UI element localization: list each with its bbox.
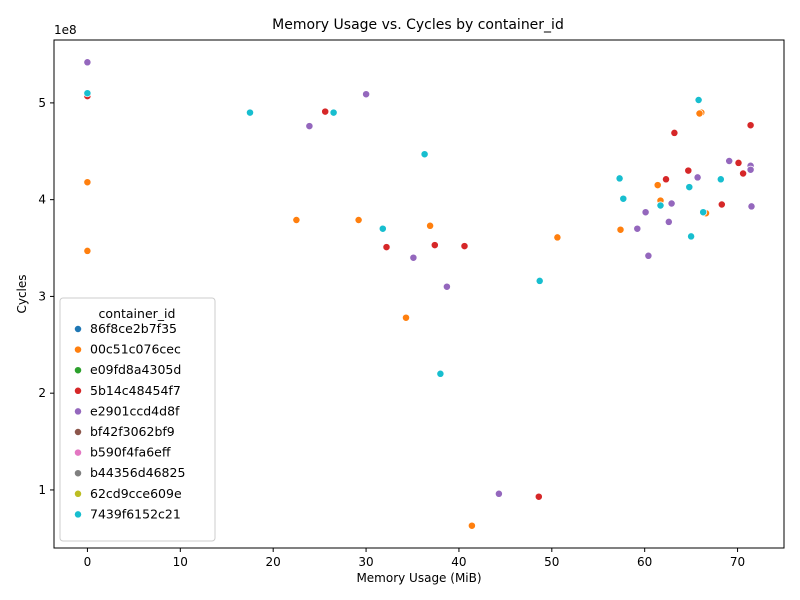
data-point-e2901ccd4d8f-14 xyxy=(746,165,755,174)
data-point-7439f6152c21-10 xyxy=(685,183,694,192)
legend-marker-bf42f3062bf9 xyxy=(74,428,82,436)
data-point-7439f6152c21-2 xyxy=(329,108,338,117)
data-point-00c51c076cec-1 xyxy=(83,246,92,255)
data-point-00c51c076cec-12 xyxy=(695,109,704,118)
data-point-5b14c48454f7-6 xyxy=(662,175,670,184)
legend-items: 86f8ce2b7f35 00c51c076cec e09fd8a4305d 5b14… xyxy=(74,321,185,521)
data-point-e2901ccd4d8f-9 xyxy=(664,217,673,226)
legend-label-86f8ce2b7f35: 86f8ce2b7f35 xyxy=(90,321,177,336)
data-point-5b14c48454f7-4 xyxy=(460,242,469,251)
legend-marker-62cd9cce609e xyxy=(74,489,82,498)
data-point-7439f6152c21-6 xyxy=(535,276,544,285)
x-tick-label: 30 xyxy=(358,555,373,569)
legend-label-00c51c076cec: 00c51c076cec xyxy=(90,342,181,357)
data-point-5b14c48454f7-10 xyxy=(734,158,743,167)
data-point-00c51c076cec-5 xyxy=(402,313,410,322)
data-point-5b14c48454f7-8 xyxy=(684,166,693,175)
y-tick-label: 5 xyxy=(38,96,46,110)
x-tick-label: 10 xyxy=(173,555,188,569)
data-point-5b14c48454f7-1 xyxy=(321,107,330,116)
data-point-00c51c076cec-0 xyxy=(83,178,92,187)
x-axis-label: Memory Usage (MiB) xyxy=(356,571,481,585)
legend-label-b44356d46825: b44356d46825 xyxy=(90,465,185,480)
data-point-7439f6152c21-7 xyxy=(615,174,624,183)
legend-label-5b14c48454f7: 5b14c48454f7 xyxy=(90,383,181,398)
data-point-7439f6152c21-9 xyxy=(656,201,665,210)
legend-marker-86f8ce2b7f35 xyxy=(74,325,82,333)
data-point-e2901ccd4d8f-10 xyxy=(667,199,676,208)
data-point-e2901ccd4d8f-3 xyxy=(409,253,418,262)
data-point-e2901ccd4d8f-4 xyxy=(442,282,451,291)
data-point-e2901ccd4d8f-8 xyxy=(644,251,653,260)
data-point-5b14c48454f7-7 xyxy=(670,128,679,137)
y-axis-label: Cycles xyxy=(15,274,29,313)
y-tick-label: 3 xyxy=(38,289,46,303)
data-point-7439f6152c21-12 xyxy=(694,96,703,104)
data-point-5b14c48454f7-2 xyxy=(382,243,391,252)
legend-label-7439f6152c21: 7439f6152c21 xyxy=(90,506,181,521)
legend: container_id 86f8ce2b7f35 00c51c076cec e09… xyxy=(59,297,216,542)
data-points xyxy=(83,58,756,530)
chart-title: Memory Usage vs. Cycles by container_id xyxy=(272,17,564,33)
data-point-5b14c48454f7-11 xyxy=(739,169,748,178)
legend-marker-5b14c48454f7 xyxy=(74,386,82,395)
data-point-7439f6152c21-3 xyxy=(378,224,387,233)
data-point-00c51c076cec-4 xyxy=(426,221,435,230)
legend-marker-b590f4fa6eff xyxy=(74,448,82,457)
data-point-7439f6152c21-1 xyxy=(246,108,254,117)
data-point-7439f6152c21-14 xyxy=(716,175,725,184)
y-offset-label: 1e8 xyxy=(54,23,77,37)
data-point-e2901ccd4d8f-7 xyxy=(641,208,650,217)
x-tick-label: 40 xyxy=(451,555,466,569)
plot-frame xyxy=(53,39,785,549)
legend-marker-b44356d46825 xyxy=(74,469,82,478)
data-point-00c51c076cec-8 xyxy=(616,225,625,234)
legend-label-b590f4fa6eff: b590f4fa6eff xyxy=(90,445,171,460)
data-point-00c51c076cec-3 xyxy=(354,216,363,224)
data-point-7439f6152c21-11 xyxy=(687,232,696,241)
data-point-7439f6152c21-0 xyxy=(83,89,92,98)
data-point-00c51c076cec-6 xyxy=(467,521,476,530)
data-point-e2901ccd4d8f-5 xyxy=(494,489,503,498)
data-point-7439f6152c21-13 xyxy=(699,208,708,217)
data-point-7439f6152c21-8 xyxy=(619,194,628,203)
data-point-00c51c076cec-2 xyxy=(292,216,301,224)
data-point-5b14c48454f7-5 xyxy=(534,492,543,501)
data-point-e2901ccd4d8f-6 xyxy=(633,224,642,233)
data-point-e2901ccd4d8f-15 xyxy=(747,202,756,211)
data-point-5b14c48454f7-3 xyxy=(430,241,439,250)
legend-marker-e09fd8a4305d xyxy=(74,366,82,375)
x-tick-label: 0 xyxy=(84,555,92,569)
data-point-e2901ccd4d8f-0 xyxy=(83,58,92,67)
data-point-5b14c48454f7-12 xyxy=(746,121,755,130)
y-tick-label: 2 xyxy=(38,386,46,400)
y-axis-ticks: 1 2 3 4 5 xyxy=(38,96,54,497)
legend-label-e2901ccd4d8f: e2901ccd4d8f xyxy=(90,403,180,418)
legend-label-62cd9cce609e: 62cd9cce609e xyxy=(90,486,182,501)
data-point-7439f6152c21-5 xyxy=(436,369,445,378)
data-point-5b14c48454f7-9 xyxy=(717,200,726,209)
y-tick-label: 4 xyxy=(38,193,46,207)
legend-marker-e2901ccd4d8f xyxy=(74,407,82,416)
legend-title: container_id xyxy=(99,306,176,321)
x-tick-label: 50 xyxy=(544,555,559,569)
data-point-e2901ccd4d8f-12 xyxy=(725,157,734,165)
data-point-e2901ccd4d8f-11 xyxy=(693,173,702,182)
data-point-00c51c076cec-9 xyxy=(653,181,662,190)
legend-label-e09fd8a4305d: e09fd8a4305d xyxy=(90,362,181,377)
data-point-7439f6152c21-4 xyxy=(420,150,429,159)
y-tick-label: 1 xyxy=(38,483,46,497)
x-axis-ticks: 0 10 20 30 40 50 60 70 xyxy=(84,548,745,569)
data-point-e2901ccd4d8f-2 xyxy=(362,90,371,99)
legend-box xyxy=(59,297,216,542)
data-point-e2901ccd4d8f-1 xyxy=(305,122,314,131)
legend-marker-7439f6152c21 xyxy=(74,510,82,519)
x-tick-label: 60 xyxy=(637,555,652,569)
data-point-00c51c076cec-7 xyxy=(553,233,562,242)
x-tick-label: 70 xyxy=(730,555,745,569)
x-tick-label: 20 xyxy=(266,555,281,569)
legend-marker-00c51c076cec xyxy=(74,345,82,354)
legend-label-bf42f3062bf9: bf42f3062bf9 xyxy=(90,424,175,439)
